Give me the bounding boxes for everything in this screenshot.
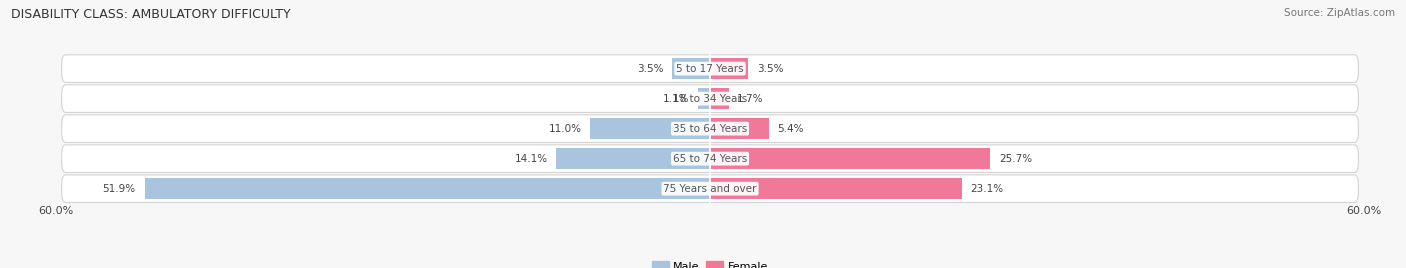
Text: 65 to 74 Years: 65 to 74 Years bbox=[673, 154, 747, 164]
Bar bbox=[557, 148, 710, 169]
Text: 25.7%: 25.7% bbox=[998, 154, 1032, 164]
Text: 5.4%: 5.4% bbox=[778, 124, 804, 134]
FancyBboxPatch shape bbox=[62, 175, 1358, 203]
Text: 3.5%: 3.5% bbox=[637, 64, 664, 74]
Bar bbox=[710, 148, 990, 169]
Text: 51.9%: 51.9% bbox=[103, 184, 136, 194]
Text: 14.1%: 14.1% bbox=[515, 154, 548, 164]
Bar bbox=[672, 58, 710, 79]
Bar bbox=[145, 178, 710, 199]
FancyBboxPatch shape bbox=[62, 55, 1358, 83]
Text: 1.1%: 1.1% bbox=[662, 94, 689, 104]
Text: 3.5%: 3.5% bbox=[756, 64, 783, 74]
Text: 11.0%: 11.0% bbox=[548, 124, 582, 134]
Bar bbox=[710, 118, 769, 139]
FancyBboxPatch shape bbox=[62, 115, 1358, 143]
Text: DISABILITY CLASS: AMBULATORY DIFFICULTY: DISABILITY CLASS: AMBULATORY DIFFICULTY bbox=[11, 8, 291, 21]
Bar bbox=[591, 118, 710, 139]
Text: 18 to 34 Years: 18 to 34 Years bbox=[673, 94, 747, 104]
FancyBboxPatch shape bbox=[62, 85, 1358, 113]
Bar bbox=[710, 58, 748, 79]
Legend: Male, Female: Male, Female bbox=[648, 257, 772, 268]
Bar bbox=[697, 88, 710, 109]
Text: Source: ZipAtlas.com: Source: ZipAtlas.com bbox=[1284, 8, 1395, 18]
Text: 35 to 64 Years: 35 to 64 Years bbox=[673, 124, 747, 134]
Text: 5 to 17 Years: 5 to 17 Years bbox=[676, 64, 744, 74]
Text: 23.1%: 23.1% bbox=[970, 184, 1004, 194]
FancyBboxPatch shape bbox=[62, 145, 1358, 173]
Bar bbox=[710, 178, 962, 199]
Text: 1.7%: 1.7% bbox=[737, 94, 763, 104]
Bar bbox=[710, 88, 728, 109]
Text: 75 Years and over: 75 Years and over bbox=[664, 184, 756, 194]
